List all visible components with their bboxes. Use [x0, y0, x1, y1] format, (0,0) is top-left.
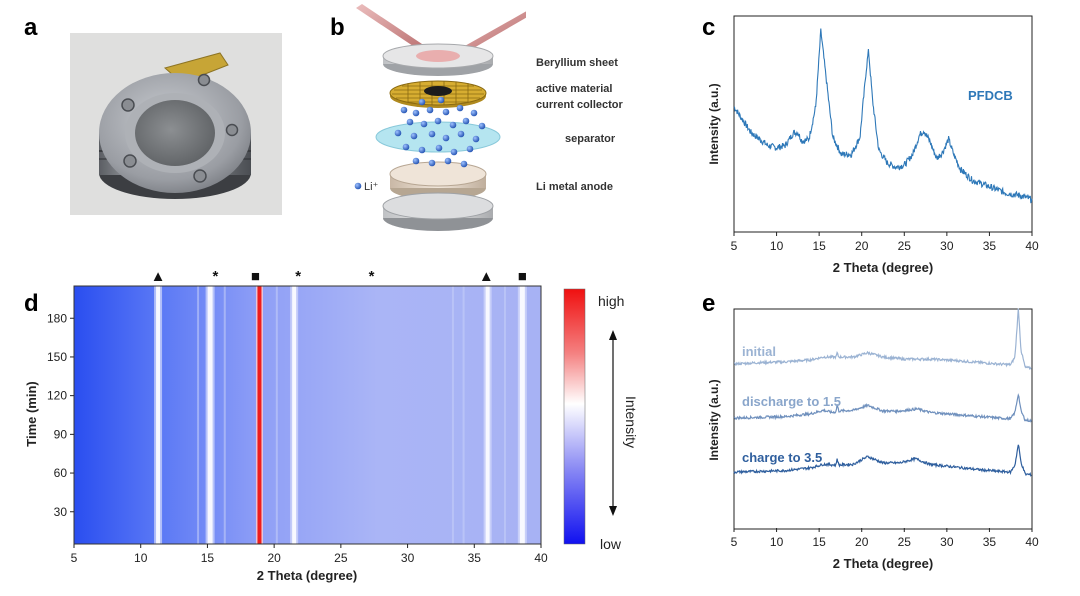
x-axis-tick-label: 15	[812, 535, 826, 549]
peak-stripe	[519, 286, 525, 544]
x-axis-tick-label: 40	[534, 551, 548, 565]
x-axis-tick-label: 25	[898, 239, 912, 253]
phase-marker: ■	[518, 268, 527, 285]
panel-label-b: b	[330, 14, 345, 41]
plot-frame	[733, 308, 1033, 530]
y-axis-tick-label: 150	[47, 350, 67, 364]
x-axis-tick-label: 20	[267, 551, 281, 565]
panel-label-e: e	[702, 290, 716, 317]
x-axis-tick-label: 20	[855, 239, 869, 253]
x-axis-label: 2 Theta (degree)	[833, 260, 933, 275]
x-axis-label: 2 Theta (degree)	[833, 556, 933, 571]
series-line-1	[733, 393, 1032, 423]
x-axis-tick-label: 40	[1025, 535, 1039, 549]
label-separator: separator	[565, 133, 616, 145]
phase-marker: ■	[251, 268, 260, 285]
xrd-chart-e: initial discharge to 1.5 charge to 3.5 5…	[707, 308, 1039, 571]
x-axis-tick-label: 30	[401, 551, 415, 565]
y-axis-label: Intensity (a.u.)	[707, 379, 721, 460]
panel-label-a: a	[24, 14, 38, 41]
heatmap-background	[74, 286, 541, 544]
colorbar	[563, 288, 586, 545]
phase-marker: *	[213, 268, 219, 285]
x-axis-tick-label: 25	[898, 535, 912, 549]
series-line-0	[734, 308, 1032, 371]
li-ion-label: Li⁺	[364, 181, 379, 193]
y-axis-tick-label: 30	[54, 505, 68, 519]
cell-exploded-diagram	[354, 4, 526, 231]
x-axis-tick-label: 15	[812, 239, 826, 253]
minor-band	[223, 286, 226, 544]
y-axis-label: Time (min)	[24, 381, 39, 447]
minor-band	[197, 286, 200, 544]
phase-marker: *	[295, 268, 301, 285]
xrd-heatmap-d: ▲ * ■ * * ▲ ■ 5 10 15 20 25 30 35 40 306090120150180 …	[24, 268, 639, 583]
y-axis-label: Intensity (a.u.)	[707, 83, 721, 164]
label-current-collector: current collector	[536, 99, 623, 111]
minor-band	[275, 286, 278, 544]
colorbar-high-label: high	[598, 293, 624, 309]
plot-frame	[73, 285, 542, 545]
x-axis-tick-label: 10	[770, 535, 784, 549]
x-axis-label: 2 Theta (degree)	[257, 568, 357, 583]
x-axis-tick-label: 20	[855, 535, 869, 549]
x-axis-tick-label: 30	[940, 239, 954, 253]
peak-stripe	[257, 286, 262, 544]
minor-band	[503, 286, 506, 544]
x-axis-tick-label: 10	[770, 239, 784, 253]
series-label-charge: charge to 3.5	[742, 450, 822, 465]
series-line-pfdcb	[733, 28, 1033, 204]
x-axis-tick-label: 10	[134, 551, 148, 565]
series-line-2	[733, 444, 1032, 477]
phase-marker: ▲	[479, 268, 494, 285]
peak-stripe	[292, 286, 297, 544]
peak-stripe	[156, 286, 161, 544]
y-axis-tick-label: 120	[47, 389, 67, 403]
x-axis-tick-label: 5	[731, 239, 738, 253]
x-axis-tick-label: 5	[731, 535, 738, 549]
xrd-chart-c: 5 10 15 20 25 30 35 40 PFDCB 2 Theta (degree) I…	[707, 15, 1039, 275]
x-axis-tick-label: 35	[983, 535, 997, 549]
phase-marker: *	[369, 268, 375, 285]
panel-label-c: c	[702, 14, 716, 41]
phase-marker: ▲	[151, 268, 166, 285]
cell-photo	[70, 33, 282, 215]
panel-label-d: d	[24, 290, 39, 317]
x-axis-tick-label: 35	[983, 239, 997, 253]
y-axis-tick-label: 180	[47, 311, 67, 325]
colorbar-low-label: low	[600, 536, 622, 552]
y-axis-tick-label: 90	[54, 427, 68, 441]
x-axis-tick-label: 35	[468, 551, 482, 565]
minor-band	[462, 286, 465, 544]
label-active-material: active material	[536, 83, 613, 95]
series-label-pfdcb: PFDCB	[968, 88, 1013, 103]
x-axis-tick-label: 40	[1025, 239, 1039, 253]
colorbar-title: Intensity	[623, 396, 639, 448]
series-label-initial: initial	[742, 344, 776, 359]
x-axis-tick-label: 25	[334, 551, 348, 565]
peak-stripe	[485, 286, 490, 544]
peak-stripe	[207, 286, 213, 544]
label-beryllium-sheet: Beryllium sheet	[536, 57, 618, 69]
plot-frame	[733, 15, 1033, 233]
x-axis-tick-label: 30	[940, 535, 954, 549]
series-label-discharge: discharge to 1.5	[742, 394, 841, 409]
y-axis-tick-label: 60	[54, 466, 68, 480]
x-axis-tick-label: 5	[71, 551, 78, 565]
minor-band	[451, 286, 454, 544]
label-li-metal-anode: Li metal anode	[536, 181, 614, 193]
x-axis-tick-label: 15	[201, 551, 215, 565]
